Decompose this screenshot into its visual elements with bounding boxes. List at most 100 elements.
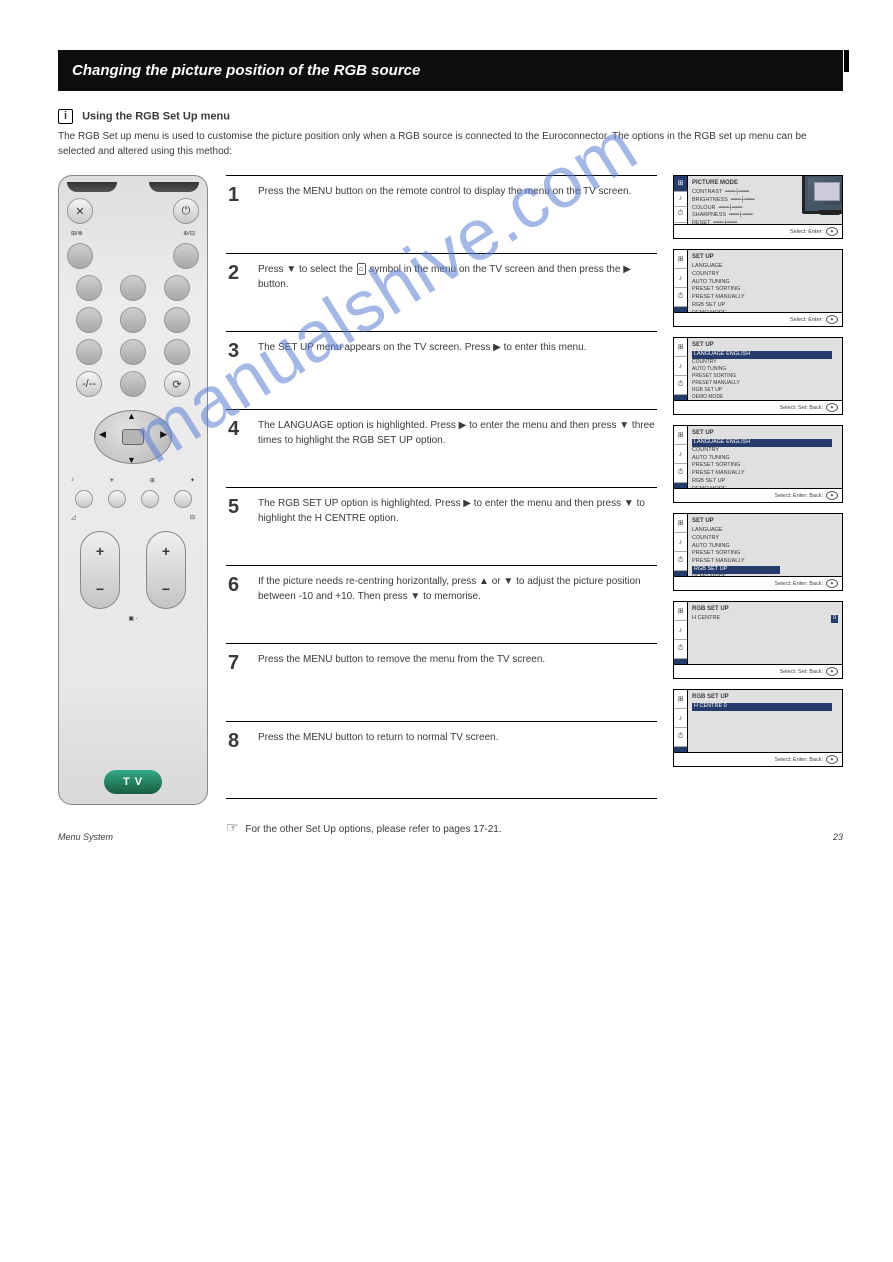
screen-bottombar: Select: Enter: Back:✦ xyxy=(674,576,842,590)
step: 2Press ▼ to select the ⌂ symbol in the m… xyxy=(226,253,657,331)
screen-bottombar: Select: Enter:✦ xyxy=(674,224,842,238)
mute-button[interactable]: ✕ xyxy=(67,198,93,224)
sidebar-icon: ♪ xyxy=(674,192,687,208)
step-number: 6 xyxy=(228,574,250,631)
digit-0-button[interactable] xyxy=(120,371,146,397)
intro-heading: i Using the RGB Set Up menu xyxy=(58,109,843,124)
steps-list: 1Press the MENU button on the remote con… xyxy=(226,175,657,838)
right-arrow-icon: ▶ xyxy=(160,429,167,440)
digit-8-button[interactable] xyxy=(120,339,146,365)
left-arrow-icon: ◀ xyxy=(99,429,106,440)
sidebar-icon: ⊞ xyxy=(674,250,687,269)
step: 6 If the picture needs re-centring horizo… xyxy=(226,565,657,643)
remote-r-label: ▣ - xyxy=(67,615,199,622)
page-edge-marker xyxy=(844,50,849,72)
cycle-button[interactable]: ⟳ xyxy=(164,371,190,397)
aux-button-left[interactable] xyxy=(67,243,93,269)
remote-rocker-labels: ◿⊟ xyxy=(67,514,199,521)
remote-control: ✕ ⏻ ⊞/⊗⊕/⊟ -/-- ⟳ xyxy=(58,175,208,805)
step-text: If the picture needs re-centring horizon… xyxy=(258,574,655,604)
step-number: 8 xyxy=(228,730,250,786)
ok-button[interactable] xyxy=(122,429,144,445)
color-yellow-button[interactable] xyxy=(141,490,159,508)
step-body: Press the MENU button to remove the menu… xyxy=(258,652,545,709)
screens-column: ⊞♪⏱⌂PICTURE MODECONTRAST ━━━┼━━━BRIGHTNE… xyxy=(673,175,843,838)
sidebar-icon: ♪ xyxy=(674,709,687,728)
step-body: If the picture needs re-centring horizon… xyxy=(258,574,655,631)
screen-bottombar: Select: Set: Back:✦ xyxy=(674,664,842,678)
sidebar-icon: ♪ xyxy=(674,621,687,640)
step: 1Press the MENU button on the remote con… xyxy=(226,175,657,253)
digit-2-button[interactable] xyxy=(120,275,146,301)
up-arrow-icon: ▲ xyxy=(127,411,136,421)
tv-badge: T V xyxy=(104,770,162,794)
sidebar-icon: ⊞ xyxy=(674,338,687,357)
sidebar-icon: ⊞ xyxy=(674,176,687,192)
sidebar-icon: ⏱ xyxy=(674,464,687,483)
step-body: The SET UP menu appears on the TV screen… xyxy=(258,340,586,397)
intro-body: The RGB Set up menu is used to customise… xyxy=(58,130,843,159)
screen-content: RGB SET UPH CENTRE 0 xyxy=(688,690,842,752)
step-text: The RGB SET UP option is highlighted. Pr… xyxy=(258,496,655,526)
remote-top-labels: ⊞/⊗⊕/⊟ xyxy=(67,230,199,237)
page-title: Changing the picture position of the RGB… xyxy=(72,62,829,79)
sidebar-icon: ⏱ xyxy=(674,728,687,747)
footer-section: Menu System xyxy=(58,832,113,842)
remote-shoulder-left xyxy=(67,182,117,192)
step-body: The LANGUAGE option is highlighted. Pres… xyxy=(258,418,655,475)
screen-bottombar: Select: Set: Back:✦ xyxy=(674,400,842,414)
dash-button[interactable]: -/-- xyxy=(76,371,102,397)
aux-button-right[interactable] xyxy=(173,243,199,269)
digit-9-button[interactable] xyxy=(164,339,190,365)
step-text: Press the MENU button to return to norma… xyxy=(258,730,498,745)
step: 7Press the MENU button to remove the men… xyxy=(226,643,657,721)
color-red-button[interactable] xyxy=(75,490,93,508)
screen-content: RGB SET UPH CENTRE 0 xyxy=(688,602,842,664)
step-number: 3 xyxy=(228,340,250,397)
sidebar-icon: ⏱ xyxy=(674,207,687,223)
color-green-button[interactable] xyxy=(108,490,126,508)
step-body: Press ▼ to select the ⌂ symbol in the me… xyxy=(258,262,655,319)
digit-5-button[interactable] xyxy=(120,307,146,333)
step-text: The LANGUAGE option is highlighted. Pres… xyxy=(258,418,655,448)
program-rocker[interactable]: +− xyxy=(146,531,186,609)
dpad[interactable]: ▲ ▼ ◀ ▶ xyxy=(91,407,175,467)
step-number: 7 xyxy=(228,652,250,709)
sidebar-icon: ⊞ xyxy=(674,690,687,709)
sidebar-icon: ♪ xyxy=(674,357,687,376)
osd-screen: ⊞♪⏱⌂SET UPLANGUAGECOUNTRYAUTO TUNINGPRES… xyxy=(673,249,843,327)
digit-3-button[interactable] xyxy=(164,275,190,301)
step: 4 The LANGUAGE option is highlighted. Pre… xyxy=(226,409,657,487)
step-text: Press ▼ to select the ⌂ symbol in the me… xyxy=(258,262,655,292)
digit-1-button[interactable] xyxy=(76,275,102,301)
title-bar: Changing the picture position of the RGB… xyxy=(58,50,843,91)
step-text: Press the MENU button on the remote cont… xyxy=(258,184,631,199)
screen-bottombar: Select: Enter: Back:✦ xyxy=(674,488,842,502)
sidebar-icon: ♪ xyxy=(674,445,687,464)
page-footer: Menu System 23 xyxy=(58,832,843,842)
screen-content: SET UPLANGUAGE ENGLISHCOUNTRYAUTO TUNING… xyxy=(688,338,842,400)
osd-screen: ⊞♪⏱⌂RGB SET UPH CENTRE 0Select: Set: Bac… xyxy=(673,601,843,679)
digit-4-button[interactable] xyxy=(76,307,102,333)
step: 8 Press the MENU button to return to norm… xyxy=(226,721,657,799)
osd-screen: ⊞♪⏱⌂SET UPLANGUAGE ENGLISHCOUNTRYAUTO TU… xyxy=(673,337,843,415)
remote-shoulder-right xyxy=(149,182,199,192)
digit-6-button[interactable] xyxy=(164,307,190,333)
sidebar-icon: ⏱ xyxy=(674,552,687,571)
power-button[interactable]: ⏻ xyxy=(173,198,199,224)
sidebar-icon: ⊞ xyxy=(674,426,687,445)
step-text: The SET UP menu appears on the TV screen… xyxy=(258,340,586,355)
tv-thumbnail xyxy=(802,175,843,214)
step-body: Press the MENU button on the remote cont… xyxy=(258,184,631,241)
volume-rocker[interactable]: +− xyxy=(80,531,120,609)
step-body: Press the MENU button to return to norma… xyxy=(258,730,498,786)
step-number: 4 xyxy=(228,418,250,475)
screen-content: SET UPLANGUAGE ENGLISHCOUNTRYAUTO TUNING… xyxy=(688,426,842,488)
footer-page-number: 23 xyxy=(833,832,843,842)
digit-7-button[interactable] xyxy=(76,339,102,365)
screen-bottombar: Select: Enter:✦ xyxy=(674,312,842,326)
down-arrow-icon: ▼ xyxy=(127,455,136,465)
color-blue-button[interactable] xyxy=(174,490,192,508)
step-body: The RGB SET UP option is highlighted. Pr… xyxy=(258,496,655,553)
screen-content: SET UPLANGUAGECOUNTRYAUTO TUNINGPRESET S… xyxy=(688,250,842,312)
